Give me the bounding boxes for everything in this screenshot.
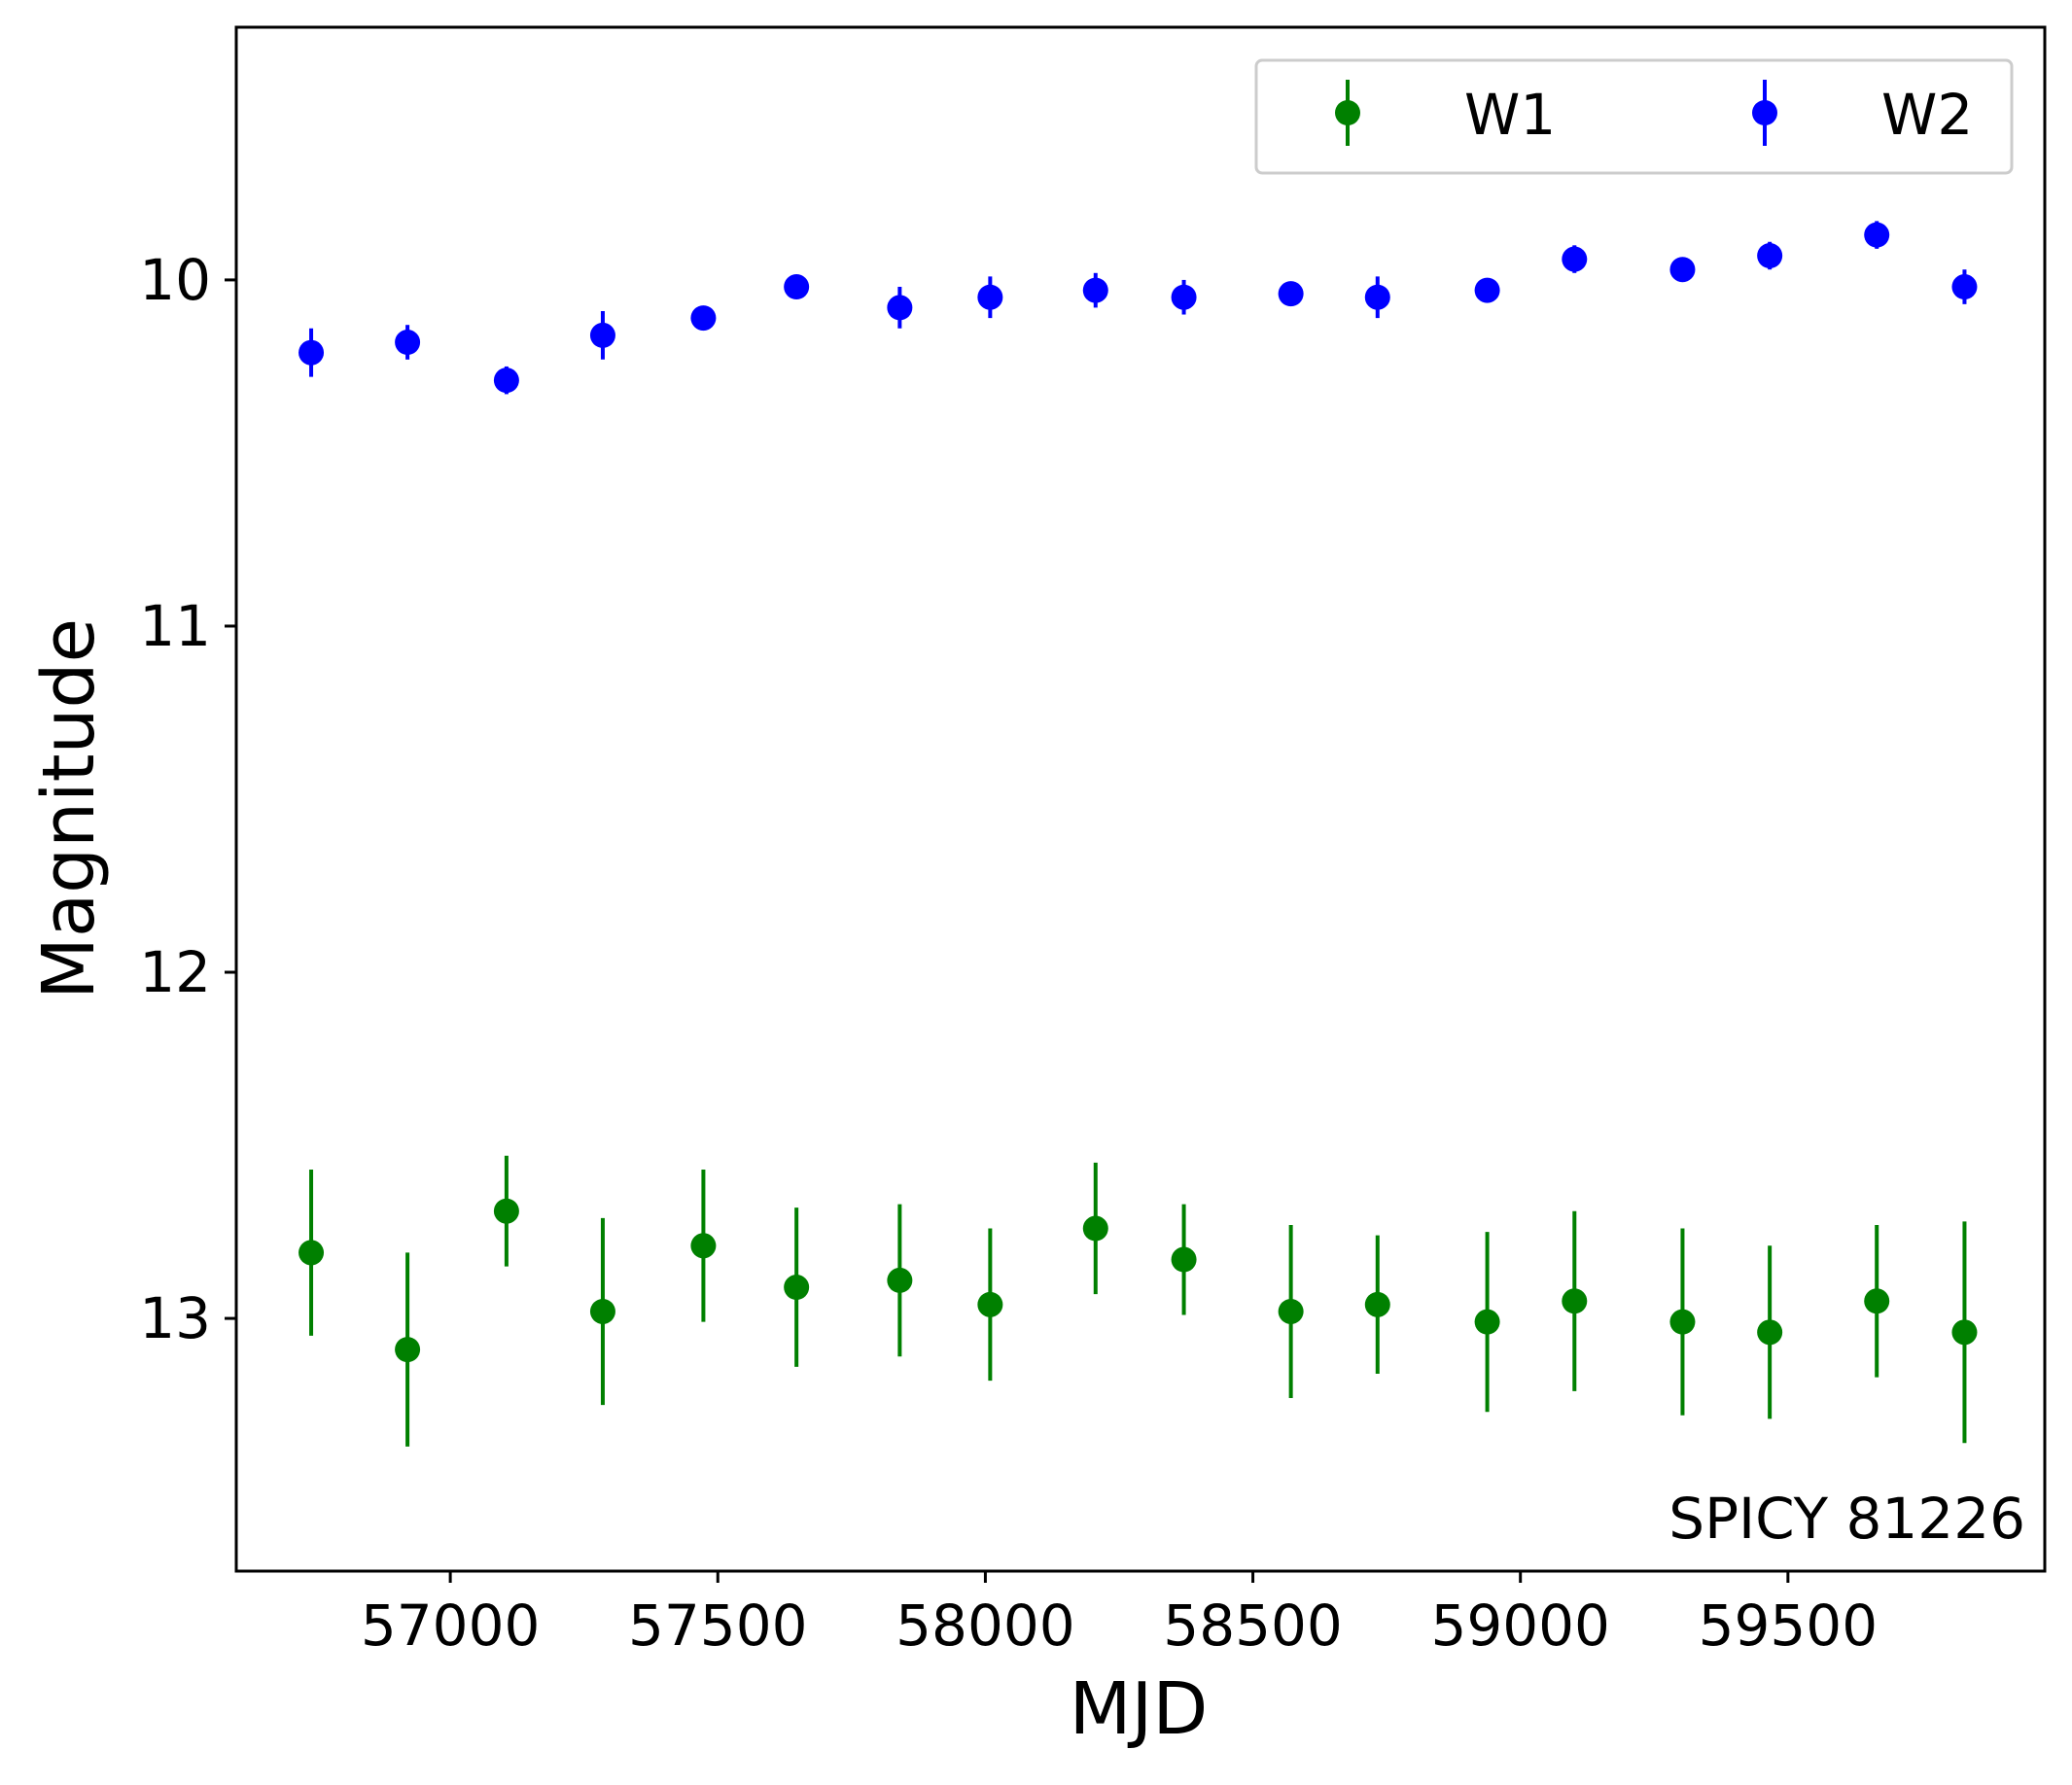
w2-point xyxy=(784,274,810,300)
w2-point xyxy=(1364,284,1390,310)
w1-point xyxy=(1364,1291,1390,1317)
annotation-label: SPICY 81226 xyxy=(1668,1486,2025,1552)
w1-point xyxy=(887,1267,913,1293)
w2-point xyxy=(299,339,325,366)
w1-point xyxy=(1864,1288,1890,1314)
w2-point xyxy=(589,322,615,348)
w2-point xyxy=(1864,222,1890,248)
x-tick-label: 58500 xyxy=(1163,1592,1343,1659)
w2-point xyxy=(1757,242,1783,268)
y-tick-label: 11 xyxy=(139,593,211,659)
w2-point xyxy=(977,284,1003,310)
w1-point xyxy=(1757,1319,1783,1346)
legend-box xyxy=(1254,58,2014,175)
y-tick-label: 12 xyxy=(139,939,211,1005)
w2-point xyxy=(690,305,717,332)
w2-point xyxy=(887,295,913,321)
x-tick-label: 58000 xyxy=(896,1592,1075,1659)
w2-point xyxy=(493,368,519,394)
y-axis-label: Magnitude xyxy=(27,618,111,999)
w1-point xyxy=(1171,1246,1197,1273)
w2-point xyxy=(1278,281,1304,307)
y-tick-label: 13 xyxy=(139,1285,211,1351)
w2-point xyxy=(1082,277,1108,303)
legend-w2-marker xyxy=(1752,100,1777,125)
x-tick-label: 57000 xyxy=(361,1592,541,1659)
w1-point xyxy=(1951,1319,1978,1346)
series-layer xyxy=(299,221,1978,1447)
w1-point xyxy=(493,1198,519,1224)
legend-w1-marker xyxy=(1335,100,1360,125)
w2-point xyxy=(1562,246,1588,272)
w1-point xyxy=(1669,1309,1696,1335)
axes-layer: 57000 57500 58000 58500 59000 59500 10 11 12 13 xyxy=(139,25,2047,1659)
w1-point xyxy=(784,1275,810,1301)
w1-point xyxy=(299,1240,325,1266)
w2-point xyxy=(1951,274,1978,300)
w1-point xyxy=(1562,1288,1588,1314)
x-tick-label: 59500 xyxy=(1699,1592,1879,1659)
w1-point xyxy=(395,1337,421,1363)
legend-w2-label: W2 xyxy=(1881,82,1973,148)
w2-point xyxy=(1171,284,1197,310)
w1-point xyxy=(690,1233,717,1259)
w1-point xyxy=(1474,1309,1500,1335)
w1-point xyxy=(1082,1215,1108,1242)
w2-point xyxy=(1669,257,1696,283)
y-tick-label: 10 xyxy=(139,247,211,313)
series-w1 xyxy=(299,1155,1978,1447)
series-w2 xyxy=(299,221,1978,395)
w1-point xyxy=(1278,1298,1304,1324)
w1-point xyxy=(977,1291,1003,1317)
legend-w1-label: W1 xyxy=(1464,82,1556,148)
x-tick-label: 57500 xyxy=(628,1592,808,1659)
x-axis-label: MJD xyxy=(1070,1667,1209,1751)
legend: W1 W2 xyxy=(1254,58,2014,175)
w2-point xyxy=(1474,277,1500,303)
w1-point xyxy=(589,1298,615,1324)
plot-frame xyxy=(234,25,2047,1573)
x-tick-label: 59000 xyxy=(1430,1592,1610,1659)
w2-point xyxy=(395,330,421,356)
